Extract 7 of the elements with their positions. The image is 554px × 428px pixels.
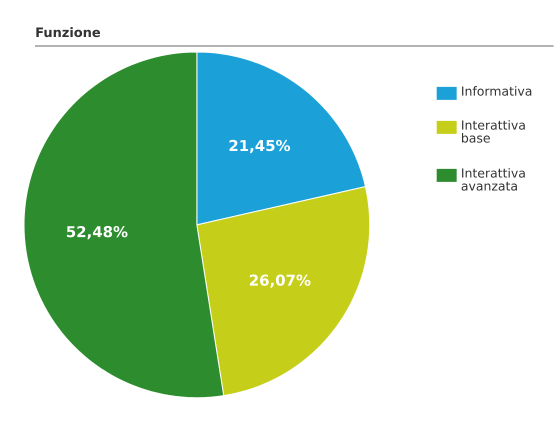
legend-label: Interattiva base	[462, 120, 525, 143]
data-label: 26,07%	[250, 274, 310, 288]
legend-label: Informativa	[462, 86, 532, 96]
chart-title: Funzione	[36, 27, 100, 38]
data-label: 21,45%	[230, 140, 290, 154]
legend-label: Interattiva avanzata	[462, 168, 525, 191]
data-label: 52,48%	[66, 226, 128, 240]
